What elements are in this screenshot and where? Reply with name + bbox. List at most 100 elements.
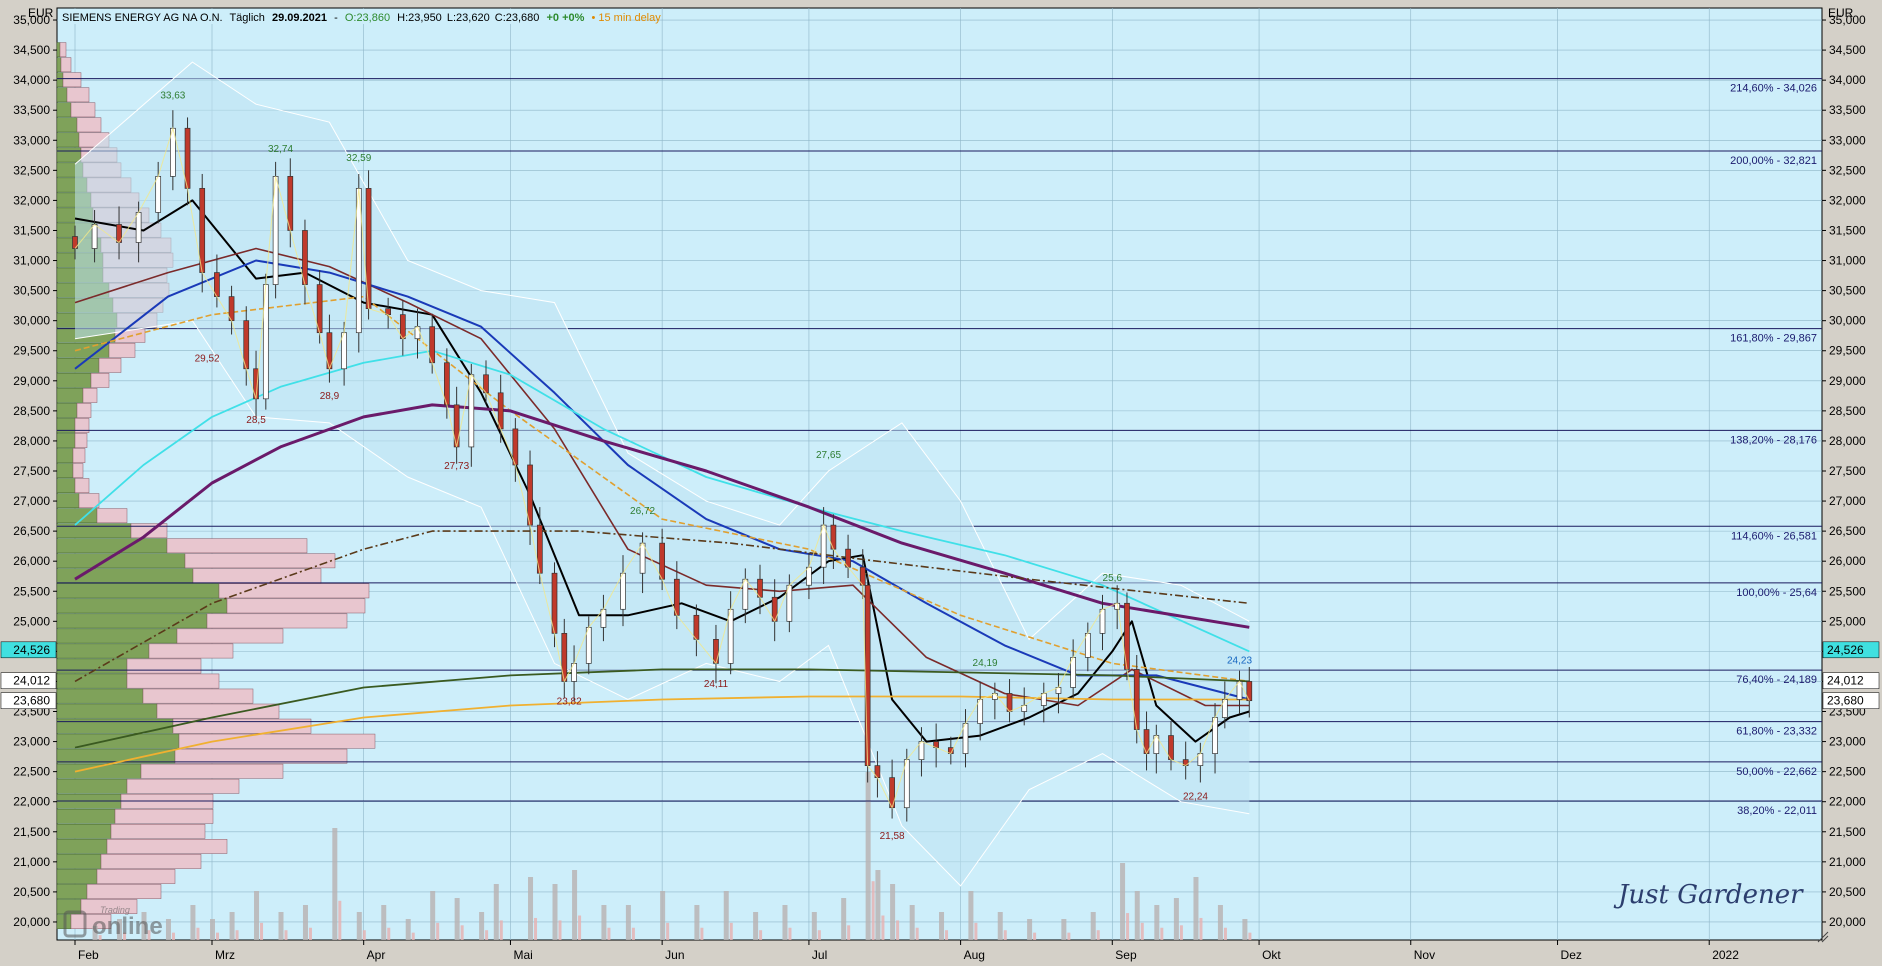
volume-bar-secondary (700, 927, 704, 940)
y-tick-label-left: 34,000 (13, 73, 50, 87)
volume-bar-secondary (308, 927, 312, 940)
price-annotation: 23,82 (557, 696, 582, 707)
volume-bar-secondary (436, 922, 440, 940)
profile-bar-sell (59, 42, 67, 58)
profile-bar-sell (82, 388, 98, 403)
volume-bar (865, 772, 871, 940)
y-tick-label-right: 25,000 (1829, 614, 1866, 628)
profile-bar-sell (86, 884, 162, 899)
price-marker-right (1822, 641, 1880, 659)
y-tick-label-left: 34,500 (13, 43, 50, 57)
price-annotation: 27,73 (444, 461, 469, 472)
profile-bar-buy (56, 147, 82, 163)
volume-bar-secondary (974, 922, 978, 940)
profile-bar-sell (74, 433, 88, 448)
profile-bar-sell (60, 57, 72, 73)
y-tick-label-left: 27,000 (13, 494, 50, 508)
volume-bar (430, 891, 436, 940)
volume-bar-secondary (534, 917, 538, 940)
price-annotation: 24,19 (973, 658, 998, 669)
candle-up (639, 542, 646, 574)
profile-bar-buy (56, 884, 88, 899)
volume-bar (278, 912, 284, 940)
volume-bar-secondary (460, 925, 464, 940)
price-candles (72, 110, 1253, 822)
y-tick-label-right: 20,000 (1829, 915, 1866, 929)
volume-bar (454, 898, 460, 940)
header-close: C:23,680 (495, 12, 540, 24)
candle-up (620, 572, 626, 610)
profile-bar-buy (56, 688, 144, 704)
profile-bar-buy (56, 132, 80, 148)
volume-bar-secondary (485, 930, 489, 940)
moving-average-line (74, 695, 1250, 773)
y-tick-label-left: 20,500 (13, 885, 50, 899)
volume-bar-secondary (1067, 932, 1071, 940)
profile-bar-sell (140, 763, 284, 779)
volume-bar-secondary (558, 920, 562, 940)
profile-bar-buy (56, 57, 62, 73)
signature-watermark: Just Gardener (1613, 880, 1804, 910)
volume-bar-secondary (1140, 922, 1144, 940)
profile-bar-buy (56, 448, 74, 463)
volume-bar-secondary (788, 927, 792, 940)
profile-bar-buy (56, 673, 128, 689)
profile-bar-buy (56, 733, 180, 749)
volume-bar-secondary (1033, 932, 1037, 940)
profile-bar-buy (56, 839, 108, 854)
y-tick-label-right: 31,500 (1829, 223, 1866, 237)
profile-bar-sell (74, 478, 90, 493)
y-tick-label-right: 30,500 (1829, 284, 1866, 298)
currency-label-left: EUR (28, 6, 54, 20)
profile-bar-sell (90, 373, 110, 388)
profile-bar-sell (114, 808, 214, 824)
y-tick-label-right: 34,000 (1829, 73, 1866, 87)
moving-average-line (74, 295, 1250, 683)
profile-bar-sell (74, 418, 90, 433)
volume-bar-secondary (196, 927, 200, 940)
moving-average-line (74, 403, 1250, 629)
volume-bar (1090, 912, 1096, 940)
fib-level-label: 138,20% - 28,176 (1730, 434, 1817, 446)
candle-up (1040, 693, 1047, 706)
volume-bar-secondary (607, 927, 611, 940)
y-tick-label-left: 33,000 (13, 133, 50, 147)
header-change: +0 +0% (546, 12, 584, 24)
volume-bar-secondary (362, 930, 366, 940)
price-trace-line (74, 126, 1250, 810)
candle-down (713, 639, 719, 664)
profile-bar-sell (98, 358, 122, 373)
fib-level-label: 38,20% - 22,011 (1737, 805, 1817, 817)
volume-bar (1217, 905, 1223, 940)
y-tick-label-right: 21,000 (1829, 855, 1866, 869)
volume-bar (1061, 919, 1067, 940)
profile-bar-sell (62, 72, 82, 88)
profile-bar-buy (56, 117, 78, 133)
y-axis-left: 35,000 34,500 34,000 33,500 33,000 32,500 32,0… (13, 13, 57, 929)
moving-average-line (74, 530, 1250, 683)
profile-bar-sell (76, 403, 92, 418)
resize-grip-icon[interactable] (1817, 931, 1829, 943)
y-tick-label-right: 29,500 (1829, 344, 1866, 358)
y-tick-label-left: 29,000 (13, 374, 50, 388)
profile-bar-sell (206, 613, 348, 629)
volume-bar-secondary (881, 915, 885, 940)
y-tick-label-right: 27,000 (1829, 494, 1866, 508)
price-annotation: 24,23 (1227, 656, 1252, 667)
volume-bar (782, 905, 788, 940)
volume-bar (1173, 898, 1179, 940)
y-tick-label-right: 28,500 (1829, 404, 1866, 418)
y-tick-label-right: 21,500 (1829, 825, 1866, 839)
y-tick-label-left: 29,500 (13, 344, 50, 358)
volume-bar-secondary (578, 915, 582, 940)
profile-bar-sell (126, 778, 240, 794)
profile-bar-buy (56, 493, 80, 509)
fib-level-label: 50,00% - 22,662 (1736, 766, 1817, 778)
profile-bar-sell (126, 673, 220, 689)
profile-bar-sell (70, 914, 112, 929)
y-tick-label-left: 31,500 (13, 223, 50, 237)
y-tick-label-right: 32,500 (1829, 163, 1866, 177)
profile-bar-sell (130, 523, 168, 539)
profile-bar-sell (226, 598, 366, 614)
